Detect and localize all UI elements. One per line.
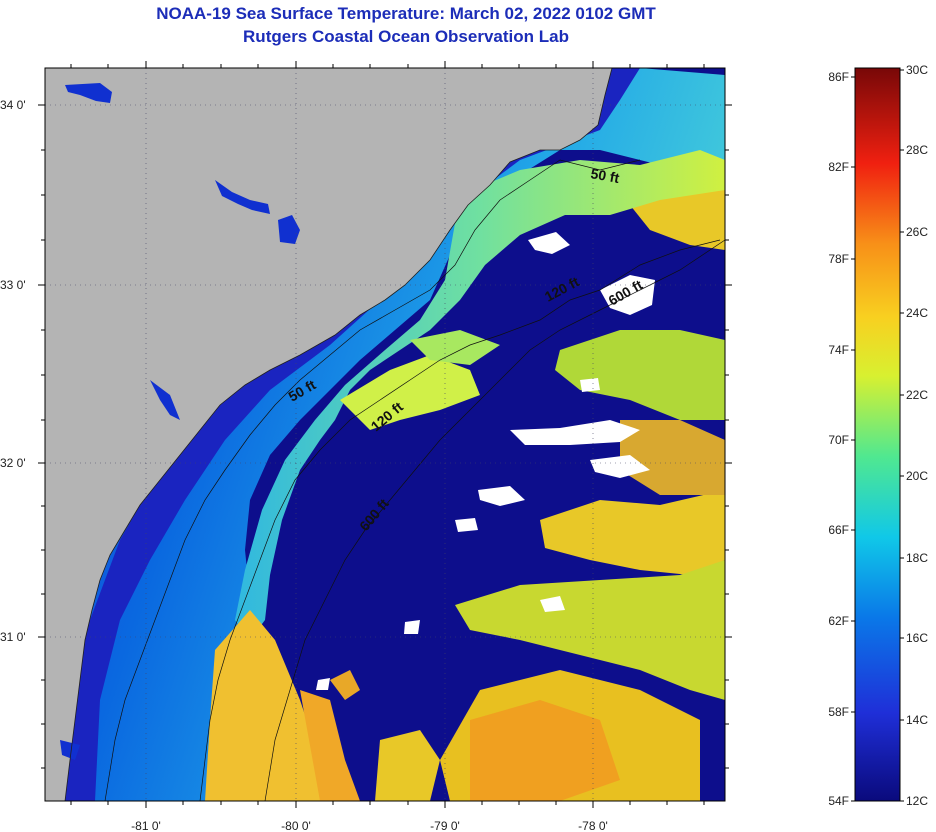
colorbar-c-label: 20C (906, 469, 928, 483)
colorbar-f-label: 66F (828, 523, 849, 537)
colorbar-c-label: 24C (906, 306, 928, 320)
colorbar-c-label: 14C (906, 713, 928, 727)
map-title: NOAA-19 Sea Surface Temperature: March 0… (156, 4, 656, 23)
graticule (45, 68, 725, 801)
coastline (64, 68, 613, 801)
colorbar-f-label: 58F (828, 705, 849, 719)
colorbar-labels: 86F 82F 78F 74F 70F 66F 62F 58F 54F 30C 28C 26C 24C 2… (828, 63, 928, 808)
lon-label-79: -79 0' (430, 819, 460, 832)
southern-warm-patch (300, 690, 360, 801)
southern-warm-patch-2 (375, 730, 440, 801)
cloud-cover (316, 232, 655, 690)
lat-label-32: 32 0' (0, 456, 26, 470)
contour-label-50ft-north: 50 ft (589, 165, 620, 186)
lat-label-34: 34 0' (0, 98, 26, 112)
colorbar-f-label: 78F (828, 252, 849, 266)
lon-label-80: -80 0' (281, 819, 311, 832)
colorbar-f-label: 74F (828, 343, 849, 357)
lat-label-33: 33 0' (0, 278, 26, 292)
colorbar-c-label: 30C (906, 63, 928, 77)
mid-shelf-band (235, 150, 725, 640)
contour-120ft (199, 239, 721, 801)
colorbar (854, 67, 901, 802)
colorbar-c-label: 12C (906, 794, 928, 808)
lon-label-78: -78 0' (578, 819, 608, 832)
contour-50ft (104, 159, 641, 801)
land-mass (45, 68, 612, 801)
map-ticks (38, 61, 732, 808)
colorbar-c-label: 16C (906, 631, 928, 645)
map-frame (44, 67, 726, 802)
colorbar-f-label: 86F (828, 70, 849, 84)
colorbar-f-label: 82F (828, 160, 849, 174)
colorbar-c-label: 28C (906, 143, 928, 157)
map-subtitle: Rutgers Coastal Ocean Observation Lab (243, 27, 569, 46)
warm-tongue-2 (410, 330, 500, 365)
lat-label-31: 31 0' (0, 630, 26, 644)
colorbar-f-label: 62F (828, 614, 849, 628)
colorbar-c-label: 22C (906, 388, 928, 402)
inland-water (60, 83, 300, 760)
colorbar-f-label: 54F (828, 794, 849, 808)
southern-warm-shelf (205, 610, 330, 801)
colorbar-c-label: 18C (906, 551, 928, 565)
contour-600ft (264, 239, 725, 801)
sst-map-panel (45, 68, 725, 801)
colorbar-f-label: 70F (828, 433, 849, 447)
lon-label-81: -81 0' (131, 819, 161, 832)
colorbar-c-label: 26C (906, 225, 928, 239)
warm-water-patches (330, 170, 725, 801)
